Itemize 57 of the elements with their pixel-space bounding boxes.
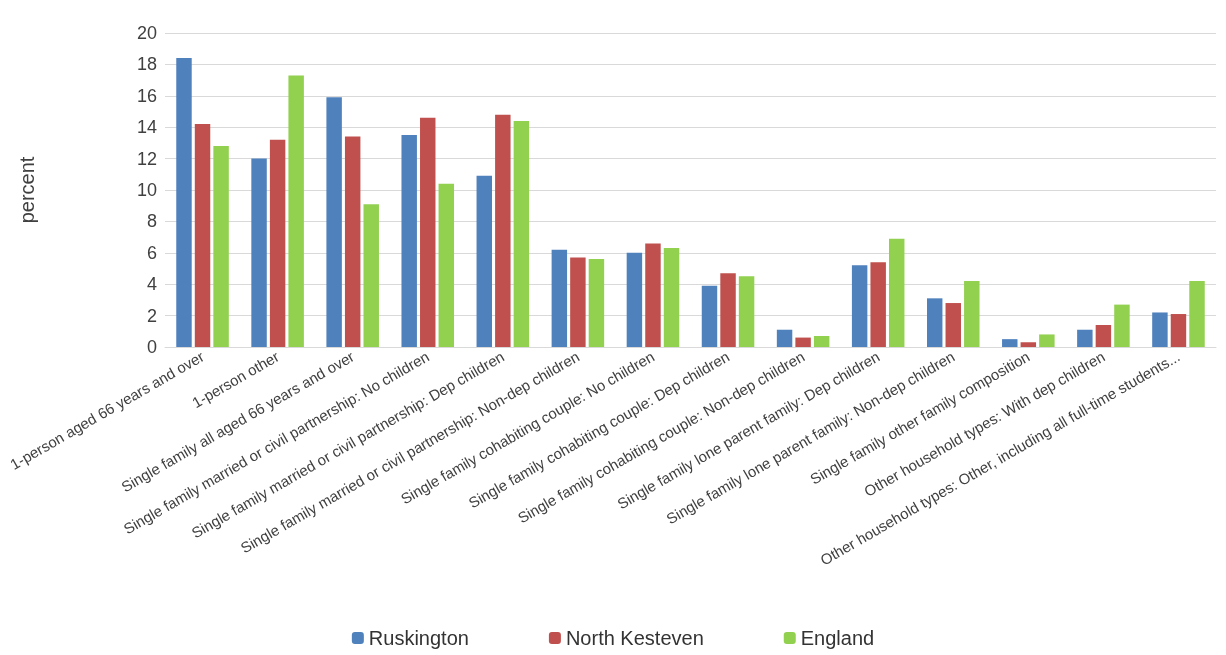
- legend-label: North Kesteven: [565, 627, 704, 649]
- y-tick-label: 2: [146, 305, 157, 326]
- y-tick-label: 14: [136, 117, 157, 138]
- bar: [889, 238, 905, 347]
- bar: [945, 303, 961, 347]
- bar: [813, 336, 830, 347]
- legend-label: Ruskington: [368, 627, 469, 649]
- bar: [269, 139, 286, 347]
- y-axis-title: percent: [16, 156, 38, 224]
- bar: [495, 114, 511, 347]
- bar: [1152, 312, 1168, 347]
- bar: [626, 252, 643, 347]
- legend-label: England: [800, 627, 875, 649]
- bar: [1077, 329, 1093, 347]
- y-tick-label: 6: [146, 242, 157, 263]
- bar: [476, 175, 492, 347]
- bar: [926, 298, 943, 347]
- bar: [570, 257, 586, 347]
- bar: [701, 285, 718, 347]
- bar: [288, 75, 304, 347]
- bar: [401, 135, 417, 347]
- bar: [795, 337, 811, 347]
- bar: [551, 249, 568, 347]
- bar: [663, 248, 680, 347]
- bar: [213, 146, 229, 347]
- y-tick-label: 8: [146, 211, 157, 232]
- bar: [870, 262, 886, 347]
- bar: [776, 329, 793, 347]
- y-tick-label: 0: [146, 337, 157, 357]
- bar: [363, 204, 379, 347]
- bar: [251, 158, 267, 347]
- bar: [176, 58, 192, 347]
- y-tick-label: 18: [136, 54, 157, 75]
- bar: [513, 120, 530, 347]
- bar: [438, 183, 455, 347]
- bar: [851, 265, 868, 347]
- bar: [738, 276, 755, 347]
- bar: [1002, 339, 1018, 347]
- bar: [1020, 342, 1037, 347]
- y-tick-label: 20: [136, 23, 157, 43]
- bar: [1039, 334, 1055, 347]
- y-tick-label: 12: [136, 148, 157, 169]
- bar: [420, 117, 436, 347]
- bar: [720, 273, 736, 347]
- bar: [194, 124, 211, 347]
- y-tick-label: 16: [136, 85, 157, 106]
- bar: [1170, 314, 1187, 347]
- bar: [344, 136, 361, 347]
- bar: [326, 97, 342, 347]
- bar: [1095, 325, 1112, 347]
- bar: [964, 281, 980, 347]
- y-tick-label: 4: [146, 274, 157, 295]
- bar: [1189, 281, 1205, 347]
- y-tick-label: 10: [136, 180, 157, 200]
- bar: [645, 243, 661, 347]
- bar: [588, 259, 605, 347]
- bar: [1114, 304, 1130, 347]
